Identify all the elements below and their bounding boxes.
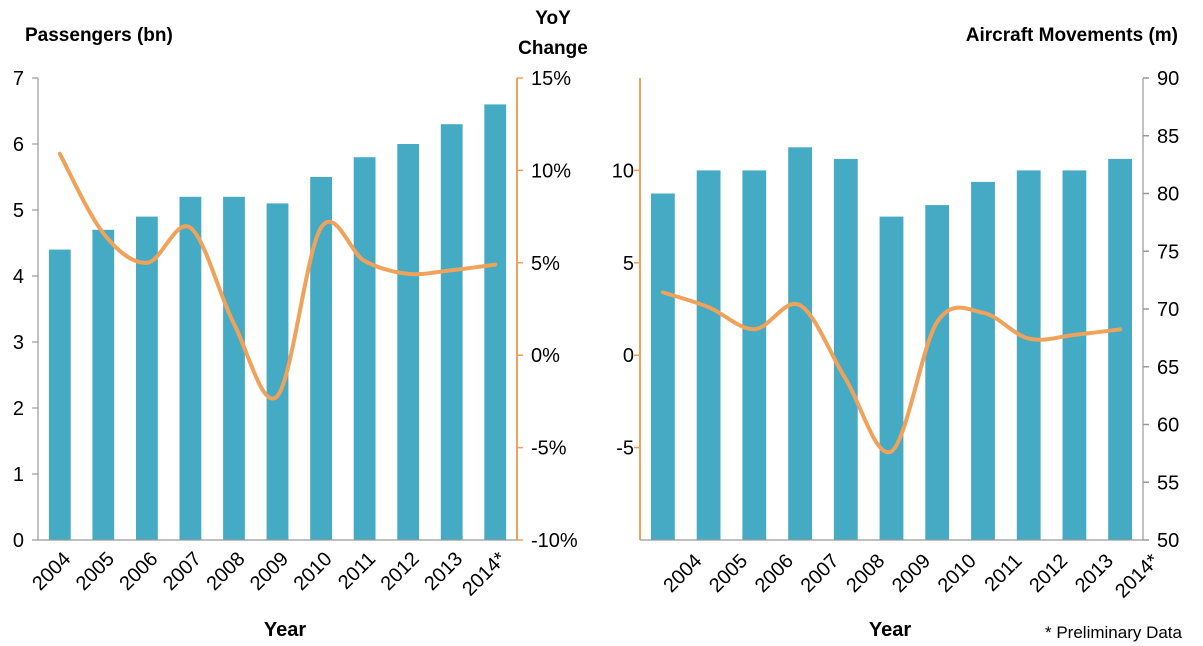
yoy-change-line-2	[660, 290, 1123, 455]
y-tick-label: 4	[13, 266, 24, 288]
right-y-ticks: -10% -5% 0% 5% 10% 15%	[517, 68, 578, 552]
passenger-bar	[92, 229, 115, 541]
aircraft-bar	[788, 147, 812, 541]
passengers-bars	[48, 104, 507, 541]
y-tick-label: 15%	[531, 68, 571, 90]
y-tick-label: 0%	[531, 345, 560, 367]
aircraft-bars	[651, 147, 1132, 541]
y-tick-label: 10	[612, 160, 634, 182]
y-tick-label: 90	[1157, 68, 1179, 90]
passenger-bar	[353, 157, 376, 540]
y-tick-label: 3	[13, 332, 24, 354]
passenger-bar	[136, 216, 158, 540]
yoy-change-line	[57, 151, 498, 401]
passenger-bar	[310, 177, 332, 540]
yoy-axis-title-line2: Change	[518, 38, 588, 59]
y-tick-label: 5	[623, 253, 634, 275]
aircraft-axis-title: Aircraft Movements (m)	[966, 25, 1178, 46]
y-tick-label: 60	[1157, 415, 1179, 437]
aircraft-bar	[971, 181, 995, 540]
y-tick-label: 75	[1157, 241, 1179, 263]
aircraft-bar	[1062, 170, 1087, 540]
aircraft-bar	[1016, 170, 1041, 540]
passenger-bar	[440, 124, 463, 540]
y-tick-label: 5%	[531, 253, 560, 275]
y-tick-label: 65	[1157, 357, 1179, 379]
y-tick-label: 10%	[531, 160, 571, 182]
y-tick-label: 1	[13, 464, 24, 486]
y-tick-label: 50	[1157, 530, 1179, 552]
y-tick-label: 70	[1157, 299, 1179, 321]
passenger-bar	[223, 196, 245, 541]
y-tick-label: -10%	[531, 530, 578, 552]
aircraft-bar	[651, 193, 675, 540]
aircraft-bar	[833, 158, 858, 540]
yoy-axis-title-line1: YoY	[535, 8, 571, 29]
passengers-axis-title: Passengers (bn)	[25, 25, 173, 46]
aircraft-bar	[742, 170, 767, 540]
aircraft-bar	[925, 205, 950, 540]
right-y-ticks-2: 50 55 60 65 70 75 80 85 90	[1143, 68, 1179, 552]
passenger-bar	[484, 104, 507, 541]
y-tick-label: 80	[1157, 184, 1179, 206]
x-axis-title: Year	[264, 619, 306, 641]
y-tick-label: 6	[13, 134, 24, 156]
y-tick-label: -5	[616, 438, 634, 460]
y-tick-label: 2	[13, 398, 24, 420]
left-y-ticks-2: -5 0 5 10	[612, 160, 640, 460]
passenger-bar	[179, 196, 202, 541]
y-tick-label: 0	[623, 345, 634, 367]
passenger-bar	[397, 144, 420, 540]
y-tick-label: 85	[1157, 126, 1179, 148]
preliminary-footnote: * Preliminary Data	[1045, 623, 1183, 642]
x-axis-title-2: Year	[869, 619, 911, 641]
left-y-ticks: 0 1 2 3 4 5 6 7	[13, 68, 38, 552]
passenger-bar	[266, 203, 289, 540]
y-tick-label: 7	[13, 68, 24, 90]
y-tick-label: 55	[1157, 472, 1179, 494]
y-tick-label: 0	[13, 530, 24, 552]
aircraft-bar	[879, 216, 904, 540]
y-tick-label: -5%	[531, 438, 567, 460]
passenger-bar	[48, 249, 71, 540]
aircraft-bar	[1108, 158, 1132, 540]
aircraft-bar	[696, 170, 721, 540]
y-tick-label: 5	[13, 200, 24, 222]
